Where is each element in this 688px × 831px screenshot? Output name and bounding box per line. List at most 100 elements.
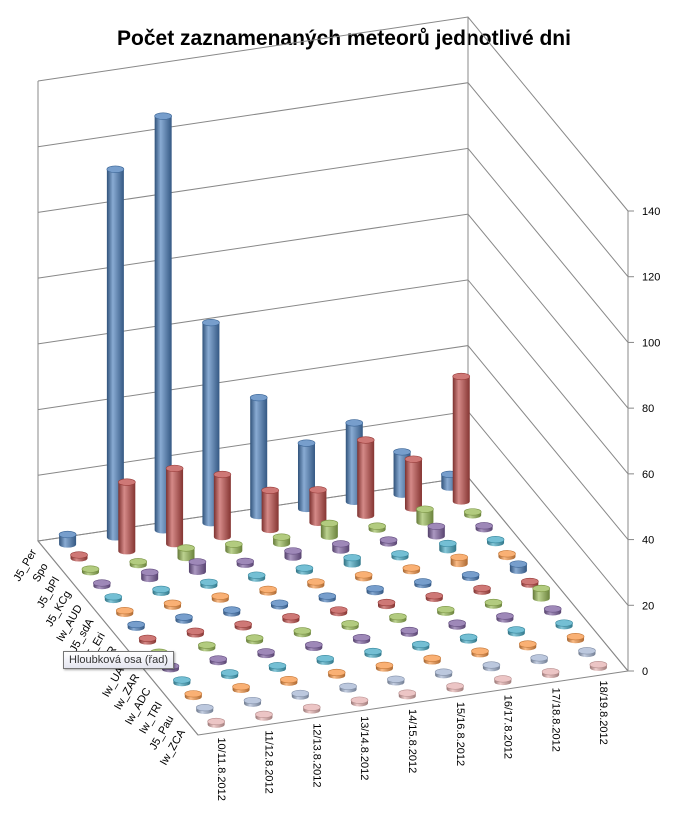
cylinder-bar xyxy=(154,112,172,534)
cylinder-bar xyxy=(270,599,289,610)
cylinder-bar xyxy=(184,690,203,701)
category-axis-label: 14/15.8.2012 xyxy=(406,709,418,773)
cylinder-bar xyxy=(307,578,325,589)
cylinder-bar xyxy=(404,455,423,512)
cylinder-bar xyxy=(555,619,573,630)
cylinder-bar xyxy=(364,647,382,658)
cylinder-bar xyxy=(316,655,335,665)
cylinder-bar xyxy=(115,607,134,617)
cylinder-bar xyxy=(280,675,298,686)
gridline xyxy=(37,213,629,409)
y-tick-label: 140 xyxy=(642,206,660,218)
y-tick-label: 80 xyxy=(642,403,654,415)
y-tick-label: 60 xyxy=(642,469,654,481)
cylinder-bar xyxy=(425,592,444,603)
category-axis-label: 18/19.8.2012 xyxy=(597,681,609,745)
cylinder-bar xyxy=(243,696,262,707)
cylinder-bar xyxy=(293,627,312,638)
cylinder-bar xyxy=(209,655,228,666)
cylinder-bar xyxy=(173,676,191,687)
cylinder-bar xyxy=(81,565,100,576)
cylinder-bar xyxy=(291,689,310,700)
cylinder-bar xyxy=(414,578,432,589)
cylinder-bar xyxy=(329,606,348,617)
cylinder-bar xyxy=(427,522,446,540)
cylinder-bar xyxy=(211,592,230,603)
cylinder-bar xyxy=(257,648,275,659)
cylinder-bar xyxy=(494,675,512,686)
cylinder-bar xyxy=(589,661,608,671)
cylinder-bar xyxy=(138,634,157,645)
cylinder-bar xyxy=(188,558,207,576)
cylinder-bar xyxy=(163,599,182,610)
cylinder-bar xyxy=(70,551,88,562)
category-axis-label: 12/13.8.2012 xyxy=(310,723,322,787)
cylinder-bar xyxy=(339,682,357,693)
cylinder-bar xyxy=(331,540,350,554)
cylinder-bar xyxy=(343,554,362,568)
cylinder-bar xyxy=(578,647,596,658)
cylinder-bar xyxy=(272,533,291,547)
category-axis-label: 17/18.8.2012 xyxy=(549,688,561,752)
cylinder-bar xyxy=(450,553,468,568)
cylinder-bar xyxy=(532,584,551,602)
category-axis-label: 15/16.8.2012 xyxy=(454,702,466,766)
cylinder-bar xyxy=(224,540,243,555)
cylinder-bar xyxy=(106,165,125,541)
cylinder-bar xyxy=(186,627,205,638)
cylinder-bar xyxy=(475,522,493,533)
cylinder-bar xyxy=(129,558,148,569)
cylinder-bar xyxy=(327,668,346,679)
cylinder-bar xyxy=(507,626,526,637)
y-tick-label: 100 xyxy=(642,337,660,349)
cylinder-bar xyxy=(416,505,434,526)
cylinder-bar xyxy=(448,619,466,630)
cylinder-bar xyxy=(198,641,216,652)
cylinder-bar xyxy=(543,605,562,616)
y-tick-label: 120 xyxy=(642,272,660,284)
cylinder-bar xyxy=(352,634,371,644)
cylinder-bar xyxy=(284,547,302,561)
cylinder-bar xyxy=(282,613,300,624)
cylinder-bar xyxy=(461,571,480,582)
cylinder-bar xyxy=(259,585,277,596)
cylinder-bar xyxy=(366,585,384,596)
y-tick-label: 0 xyxy=(642,666,648,678)
chart-marks xyxy=(58,112,608,728)
cylinder-bar xyxy=(541,668,560,679)
cylinder-bar xyxy=(391,550,409,561)
cylinder-bar xyxy=(530,654,548,665)
cylinder-bar xyxy=(318,592,337,603)
cylinder-bar xyxy=(245,634,264,645)
cylinder-bar xyxy=(452,372,471,505)
cylinder-bar xyxy=(566,633,585,644)
cylinder-bar xyxy=(521,577,539,588)
cylinder-bar xyxy=(195,704,214,714)
cylinder-bar xyxy=(220,669,239,680)
chart-gridlines xyxy=(37,16,629,672)
cylinder-bar xyxy=(389,613,407,623)
cylinder-bar xyxy=(207,717,225,728)
cylinder-bar xyxy=(234,620,252,631)
y-tick-label: 40 xyxy=(642,535,654,547)
cylinder-bar xyxy=(104,593,123,604)
category-axis-label: 13/14.8.2012 xyxy=(358,716,370,780)
cylinder-bar xyxy=(236,557,255,568)
cylinder-bar xyxy=(463,508,482,519)
cylinder-bar xyxy=(436,605,455,616)
cylinder-bar xyxy=(484,598,503,609)
cylinder-bar xyxy=(127,620,145,631)
category-axis-label: 16/17.8.2012 xyxy=(502,695,514,759)
cylinder-bar xyxy=(295,564,314,575)
cylinder-bar xyxy=(387,675,405,686)
cylinder-bar xyxy=(398,689,417,700)
category-axis-label: 10/11.8.2012 xyxy=(215,737,227,800)
cylinder-bar xyxy=(471,647,489,658)
cylinder-bar xyxy=(232,683,250,693)
value-axis: 0 20 40 60 80 100 120 140 xyxy=(628,206,660,678)
cylinder-bar xyxy=(438,539,457,554)
y-tick-label: 20 xyxy=(642,600,654,612)
cylinder-bar xyxy=(341,620,359,631)
cylinder-bar xyxy=(459,633,478,644)
cylinder-bar xyxy=(175,613,193,624)
